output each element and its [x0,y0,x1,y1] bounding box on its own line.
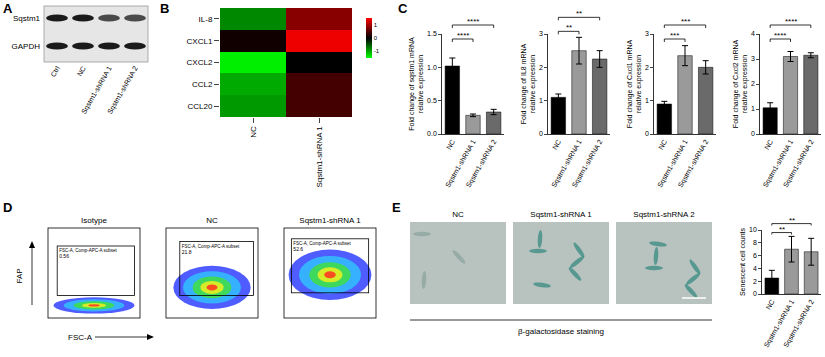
svg-text:0: 0 [753,290,757,297]
svg-text:NC: NC [763,138,774,150]
svg-text:0.0: 0.0 [427,130,437,137]
svg-text:Isotype: Isotype [81,216,107,225]
svg-text:Fold change of IL8 mRNArelativ: Fold change of IL8 mRNArelative expressi… [520,43,537,124]
svg-text:Sqstm1-shRNA 2: Sqstm1-shRNA 2 [677,138,711,189]
svg-text:Fold change of Cxcl1 mRNArelat: Fold change of Cxcl1 mRNArelative expres… [626,40,643,129]
svg-text:FSC-A: FSC-A [68,333,93,342]
svg-text:NC: NC [76,65,87,77]
svg-text:Sqstm1-shRNA 2: Sqstm1-shRNA 2 [571,138,605,189]
svg-text:IL-8: IL-8 [199,15,213,24]
svg-text:NC: NC [445,138,456,150]
svg-text:****: **** [774,31,786,40]
svg-text:3: 3 [751,55,755,62]
svg-text:**: ** [576,9,582,18]
svg-text:2: 2 [539,64,543,71]
svg-text:C: C [398,1,408,16]
svg-text:FAP: FAP [15,268,24,283]
svg-text:-1: -1 [374,48,380,54]
svg-text:GAPDH: GAPDH [12,42,41,51]
svg-text:Senescent cell counts: Senescent cell counts [739,227,746,296]
svg-text:52.6: 52.6 [293,246,303,252]
svg-text:****: **** [457,31,469,40]
svg-text:****: **** [785,17,797,26]
svg-text:NC: NC [206,216,218,225]
svg-text:CCL20: CCL20 [187,102,212,111]
svg-text:2: 2 [751,80,755,87]
svg-text:**: ** [789,216,795,225]
svg-text:NC: NC [452,210,464,219]
svg-text:3: 3 [645,30,649,37]
svg-text:Sqstm1-shRNA 2: Sqstm1-shRNA 2 [633,210,695,219]
svg-text:FSC-A, Comp-APC-A subset: FSC-A, Comp-APC-A subset [293,240,351,246]
svg-text:B: B [160,1,169,16]
svg-text:1: 1 [374,22,378,28]
svg-text:0: 0 [374,35,378,41]
svg-text:D: D [3,200,12,215]
svg-text:Sqstm1: Sqstm1 [13,14,41,23]
svg-text:CXCL1: CXCL1 [187,37,213,46]
svg-text:Sqstm1-shRNA 1: Sqstm1-shRNA 1 [762,298,796,349]
svg-text:Sqstm1-shRNA 1: Sqstm1-shRNA 1 [80,65,113,115]
svg-text:Sqstm1-shRNA 1: Sqstm1-shRNA 1 [299,216,361,225]
svg-text:6: 6 [753,252,757,259]
svg-text:0: 0 [539,130,543,137]
svg-text:Sqstm1-shRNA 2: Sqstm1-shRNA 2 [465,138,499,189]
svg-text:Sqstm1-shRNA 1: Sqstm1-shRNA 1 [761,138,795,189]
svg-text:3: 3 [539,30,543,37]
svg-text:Fold change of Cxcl2 mRNArelat: Fold change of Cxcl2 mRNArelative expres… [732,40,749,129]
svg-text:Sqstm1-shRNA 2: Sqstm1-shRNA 2 [106,65,140,116]
svg-text:Ctrl: Ctrl [49,65,61,78]
svg-text:0: 0 [751,130,755,137]
svg-text:CCL2: CCL2 [192,80,213,89]
svg-text:8: 8 [753,239,757,246]
svg-text:***: *** [670,31,679,40]
svg-text:β-galactosidase staining: β-galactosidase staining [518,327,604,336]
svg-text:1: 1 [751,105,755,112]
svg-text:Sqstm1-shRNA 1: Sqstm1-shRNA 1 [656,138,690,189]
svg-text:Sqstm1-shRNA 1: Sqstm1-shRNA 1 [315,126,324,188]
svg-text:4: 4 [753,265,757,272]
svg-text:NC: NC [551,138,562,150]
svg-text:FSC-A, Comp-APC-A subset: FSC-A, Comp-APC-A subset [181,243,240,249]
svg-text:Sqstm1-shRNA 1: Sqstm1-shRNA 1 [530,210,592,219]
svg-text:***: *** [681,17,690,26]
svg-text:NC: NC [249,126,258,138]
svg-text:NC: NC [657,138,668,150]
svg-text:4: 4 [751,30,755,37]
svg-text:10: 10 [749,226,757,233]
svg-text:A: A [3,1,13,16]
svg-text:Sqstm1-shRNA 1: Sqstm1-shRNA 1 [550,138,584,189]
svg-text:1: 1 [645,97,649,104]
svg-text:0.5: 0.5 [427,97,437,104]
svg-text:E: E [392,200,401,215]
svg-text:1.5: 1.5 [427,30,437,37]
svg-text:Fold change of sqstm1 mRNArela: Fold change of sqstm1 mRNArelative expre… [408,37,425,131]
svg-text:NC: NC [765,298,776,310]
svg-text:1.0: 1.0 [427,64,437,71]
svg-text:21.8: 21.8 [182,249,192,255]
svg-text:0.56: 0.56 [59,253,69,259]
svg-text:Sqstm1-shRNA 2: Sqstm1-shRNA 2 [782,298,816,349]
svg-text:2: 2 [753,278,757,285]
svg-text:****: **** [467,17,479,26]
svg-text:0: 0 [645,130,649,137]
svg-text:Sqstm1-shRNA 1: Sqstm1-shRNA 1 [444,138,478,189]
svg-text:**: ** [779,225,785,234]
svg-text:FSC-A, Comp-APC-A subset: FSC-A, Comp-APC-A subset [59,248,117,253]
svg-text:2: 2 [645,64,649,71]
svg-text:Sqstm1-shRNA 2: Sqstm1-shRNA 2 [782,138,816,189]
svg-text:1: 1 [539,97,543,104]
svg-text:CXCL2: CXCL2 [187,58,213,67]
svg-text:**: ** [566,23,572,32]
